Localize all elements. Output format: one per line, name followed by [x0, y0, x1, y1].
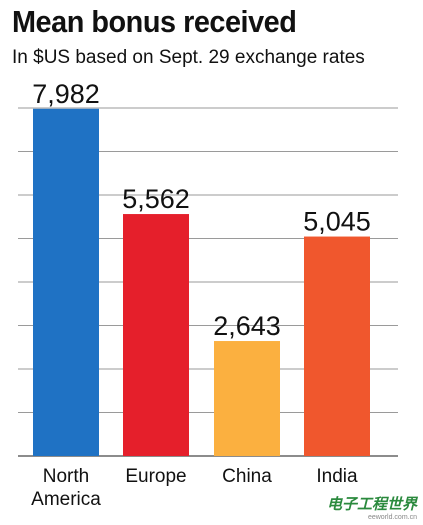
watermark-logo: 电子工程世界 eeworld.com.cn	[305, 493, 417, 521]
bar	[304, 236, 370, 456]
watermark-text: 电子工程世界	[326, 496, 417, 513]
chart-subtitle: In $US based on Sept. 29 exchange rates	[12, 47, 365, 68]
value-label: 5,045	[303, 207, 371, 237]
category-label: Europe	[125, 466, 186, 487]
watermark-site: eeworld.com.cn	[367, 514, 417, 521]
value-labels: 7,982 5,562 2,643 5,045	[32, 79, 371, 341]
bar	[123, 214, 189, 456]
value-label: 7,982	[32, 79, 100, 109]
category-label: China	[222, 466, 272, 487]
value-label: 5,562	[122, 184, 190, 214]
category-label: India	[316, 466, 358, 487]
bar	[33, 108, 99, 457]
bar	[214, 341, 280, 456]
chart-title: Mean bonus received	[12, 4, 297, 39]
category-label: North	[43, 466, 89, 487]
value-label: 2,643	[213, 311, 281, 341]
bars	[33, 108, 370, 457]
category-label: America	[31, 489, 101, 510]
